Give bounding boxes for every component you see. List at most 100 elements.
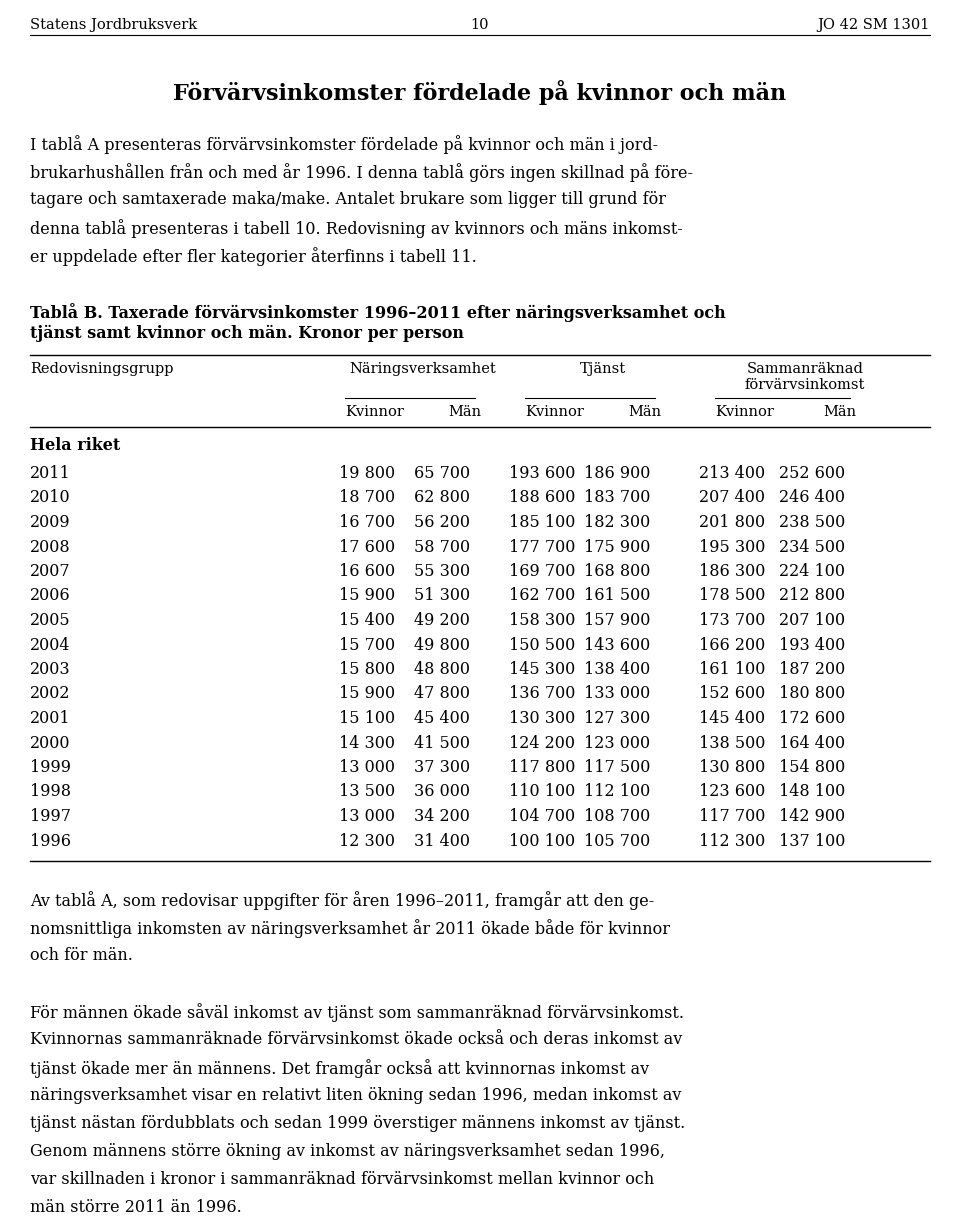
Text: var skillnaden i kronor i sammanräknad förvärvsinkomst mellan kvinnor och: var skillnaden i kronor i sammanräknad f… (30, 1171, 655, 1189)
Text: 112 100: 112 100 (584, 784, 650, 801)
Text: 161 100: 161 100 (699, 661, 765, 678)
Text: 110 100: 110 100 (509, 784, 575, 801)
Text: 169 700: 169 700 (509, 563, 575, 580)
Text: 65 700: 65 700 (414, 464, 470, 482)
Text: 124 200: 124 200 (509, 735, 575, 751)
Text: 2011: 2011 (30, 464, 71, 482)
Text: nomsnittliga inkomsten av näringsverksamhet år 2011 ökade både för kvinnor: nomsnittliga inkomsten av näringsverksam… (30, 919, 670, 937)
Text: 2000: 2000 (30, 735, 70, 751)
Text: Hela riket: Hela riket (30, 436, 120, 453)
Text: 1996: 1996 (30, 833, 71, 850)
Text: 207 400: 207 400 (699, 490, 765, 507)
Text: Kvinnor: Kvinnor (346, 405, 404, 419)
Text: 177 700: 177 700 (509, 539, 575, 556)
Text: 10: 10 (470, 18, 490, 32)
Text: Kvinnornas sammanräknade förvärvsinkomst ökade också och deras inkomst av: Kvinnornas sammanräknade förvärvsinkomst… (30, 1031, 683, 1048)
Text: 145 300: 145 300 (509, 661, 575, 678)
Text: 148 100: 148 100 (779, 784, 845, 801)
Text: 212 800: 212 800 (779, 588, 845, 605)
Text: 187 200: 187 200 (779, 661, 845, 678)
Text: 117 700: 117 700 (699, 808, 765, 825)
Text: Kvinnor: Kvinnor (525, 405, 585, 419)
Text: JO 42 SM 1301: JO 42 SM 1301 (818, 18, 930, 32)
Text: 178 500: 178 500 (699, 588, 765, 605)
Text: 56 200: 56 200 (414, 514, 470, 531)
Text: 180 800: 180 800 (779, 685, 845, 702)
Text: denna tablå presenteras i tabell 10. Redovisning av kvinnors och mäns inkomst-: denna tablå presenteras i tabell 10. Red… (30, 219, 683, 238)
Text: 1998: 1998 (30, 784, 71, 801)
Text: 143 600: 143 600 (584, 636, 650, 653)
Text: er uppdelade efter fler kategorier återfinns i tabell 11.: er uppdelade efter fler kategorier återf… (30, 247, 477, 266)
Text: 49 200: 49 200 (414, 612, 470, 629)
Text: Män: Män (629, 405, 661, 419)
Text: Genom männens större ökning av inkomst av näringsverksamhet sedan 1996,: Genom männens större ökning av inkomst a… (30, 1143, 665, 1160)
Text: 2001: 2001 (30, 709, 71, 727)
Text: 55 300: 55 300 (414, 563, 470, 580)
Text: 138 400: 138 400 (584, 661, 650, 678)
Text: 162 700: 162 700 (509, 588, 575, 605)
Text: 224 100: 224 100 (779, 563, 845, 580)
Text: 168 800: 168 800 (584, 563, 650, 580)
Text: 136 700: 136 700 (509, 685, 575, 702)
Text: 47 800: 47 800 (414, 685, 470, 702)
Text: Av tablå A, som redovisar uppgifter för åren 1996–2011, framgår att den ge-: Av tablå A, som redovisar uppgifter för … (30, 891, 655, 909)
Text: 15 800: 15 800 (339, 661, 395, 678)
Text: 172 600: 172 600 (779, 709, 845, 727)
Text: 142 900: 142 900 (779, 808, 845, 825)
Text: 252 600: 252 600 (779, 464, 845, 482)
Text: 133 000: 133 000 (584, 685, 650, 702)
Text: 186 300: 186 300 (699, 563, 765, 580)
Text: 51 300: 51 300 (414, 588, 470, 605)
Text: För männen ökade såväl inkomst av tjänst som sammanräknad förvärvsinkomst.: För männen ökade såväl inkomst av tjänst… (30, 1003, 684, 1022)
Text: män större 2011 än 1996.: män större 2011 än 1996. (30, 1199, 242, 1217)
Text: 104 700: 104 700 (509, 808, 575, 825)
Text: 17 600: 17 600 (339, 539, 395, 556)
Text: 15 100: 15 100 (339, 709, 395, 727)
Text: 34 200: 34 200 (414, 808, 470, 825)
Text: 2010: 2010 (30, 490, 71, 507)
Text: 117 800: 117 800 (509, 759, 575, 777)
Text: 62 800: 62 800 (414, 490, 470, 507)
Text: 161 500: 161 500 (584, 588, 650, 605)
Text: 14 300: 14 300 (339, 735, 395, 751)
Text: brukarhushållen från och med år 1996. I denna tablå görs ingen skillnad på före-: brukarhushållen från och med år 1996. I … (30, 163, 693, 182)
Text: 16 700: 16 700 (339, 514, 395, 531)
Text: 15 700: 15 700 (339, 636, 395, 653)
Text: 164 400: 164 400 (779, 735, 845, 751)
Text: 18 700: 18 700 (339, 490, 395, 507)
Text: näringsverksamhet visar en relativt liten ökning sedan 1996, medan inkomst av: näringsverksamhet visar en relativt lite… (30, 1087, 682, 1104)
Text: och för män.: och för män. (30, 947, 132, 964)
Text: 137 100: 137 100 (779, 833, 845, 850)
Text: 49 800: 49 800 (414, 636, 470, 653)
Text: 123 000: 123 000 (584, 735, 650, 751)
Text: 41 500: 41 500 (414, 735, 470, 751)
Text: 2003: 2003 (30, 661, 71, 678)
Text: 207 100: 207 100 (779, 612, 845, 629)
Text: 16 600: 16 600 (339, 563, 395, 580)
Text: 48 800: 48 800 (414, 661, 470, 678)
Text: 12 300: 12 300 (339, 833, 395, 850)
Text: 238 500: 238 500 (779, 514, 845, 531)
Text: 19 800: 19 800 (339, 464, 395, 482)
Text: 1999: 1999 (30, 759, 71, 777)
Text: 195 300: 195 300 (699, 539, 765, 556)
Text: 188 600: 188 600 (509, 490, 575, 507)
Text: 138 500: 138 500 (699, 735, 765, 751)
Text: 36 000: 36 000 (414, 784, 470, 801)
Text: Tjänst: Tjänst (580, 362, 626, 375)
Text: 37 300: 37 300 (414, 759, 470, 777)
Text: 45 400: 45 400 (414, 709, 470, 727)
Text: 145 400: 145 400 (699, 709, 765, 727)
Text: 154 800: 154 800 (779, 759, 845, 777)
Text: 183 700: 183 700 (584, 490, 650, 507)
Text: 2009: 2009 (30, 514, 71, 531)
Text: 152 600: 152 600 (699, 685, 765, 702)
Text: 100 100: 100 100 (509, 833, 575, 850)
Text: 173 700: 173 700 (699, 612, 765, 629)
Text: Kvinnor: Kvinnor (715, 405, 775, 419)
Text: 2004: 2004 (30, 636, 70, 653)
Text: 182 300: 182 300 (584, 514, 650, 531)
Text: 15 900: 15 900 (339, 588, 395, 605)
Text: 246 400: 246 400 (779, 490, 845, 507)
Text: tjänst samt kvinnor och män. Kronor per person: tjänst samt kvinnor och män. Kronor per … (30, 325, 464, 343)
